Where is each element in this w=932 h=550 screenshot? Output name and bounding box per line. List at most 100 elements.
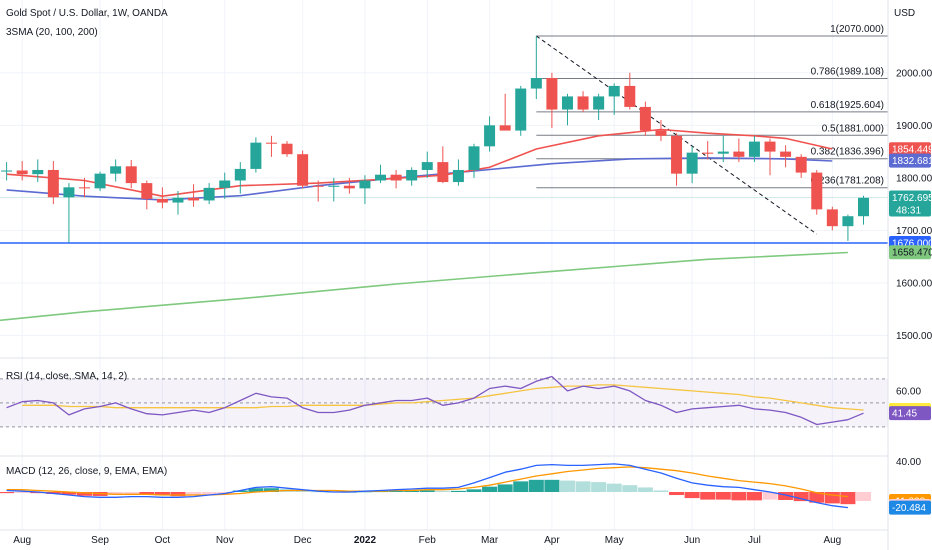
candle-body (406, 169, 418, 181)
candle-body (437, 162, 449, 183)
candle-body (47, 169, 59, 198)
candle-body (188, 197, 200, 201)
x-tick-label: Aug (13, 535, 31, 546)
y-tick-label: 60.00 (896, 386, 921, 397)
macd-histogram-bar (575, 481, 591, 492)
price-tag-label: 1676.000 (892, 239, 932, 250)
fib-level-label: 0.786(1989.108) (811, 66, 884, 77)
x-tick-label: Jun (684, 535, 700, 546)
x-tick-label: Oct (155, 535, 171, 546)
y-tick-label: 1500.000 (896, 331, 932, 342)
macd-histogram-bar (559, 480, 575, 492)
candle-body (639, 106, 651, 131)
candle-body (1, 170, 13, 172)
macd-histogram-bar (762, 492, 778, 500)
macd-histogram-bar (435, 490, 451, 492)
candle-body (748, 141, 760, 157)
candle-body (826, 209, 838, 227)
candle-body (297, 154, 309, 186)
price-tag-label: 1658.470 (892, 248, 932, 259)
chart-title: Gold Spot / U.S. Dollar, 1W, OANDA (6, 8, 168, 19)
macd-histogram-bar (108, 492, 124, 496)
candle-body (484, 125, 496, 147)
macd-histogram-bar (14, 492, 30, 493)
x-tick-label: May (605, 535, 624, 546)
candle-body (328, 185, 340, 187)
macd-histogram-bar (466, 489, 482, 492)
price-tag (889, 190, 931, 217)
macd-histogram-bar (856, 492, 871, 501)
candle-body (577, 96, 589, 110)
candle-body (561, 96, 573, 110)
macd-histogram-bar (793, 492, 809, 502)
macd-histogram-bar (715, 492, 731, 500)
macd-histogram-bar (653, 490, 669, 492)
fib-level-label: 0.5(1881.000) (822, 123, 884, 134)
macd-histogram-bar (170, 492, 186, 497)
currency-label: USD (894, 8, 915, 19)
rsi-pane[interactable]: 60.0044.0941.45 (0, 375, 931, 428)
price-pane[interactable]: 1500.000 1600.000 1700.000 1800.000 1900.000… (0, 0, 932, 530)
candle-body (515, 88, 527, 131)
y-tick-label: 1600.000 (896, 278, 932, 289)
candle-body (250, 142, 262, 169)
macd-histogram-bar (669, 492, 685, 496)
fib-level-label: 0.618(1925.604) (811, 100, 884, 111)
y-tick-label: 40.00 (896, 457, 921, 468)
macd-histogram-bar (482, 486, 498, 492)
candle-body (141, 183, 153, 199)
candle-body (156, 198, 168, 203)
candle-body (452, 169, 464, 183)
y-tick-label: 2000.000 (896, 68, 932, 79)
candle-body (219, 180, 231, 188)
sma100-line (6, 157, 833, 201)
price-tag (889, 500, 931, 515)
bar-countdown-label: 48:31 (896, 205, 921, 216)
candle-body (312, 185, 324, 187)
macd-histogram-bar (497, 484, 513, 492)
candle-body (530, 78, 542, 89)
candle-body (546, 78, 558, 110)
price-tag-label: 41.45 (892, 409, 917, 420)
candle-body (608, 85, 620, 97)
candle-body (671, 135, 683, 174)
macd-signal-line (6, 466, 848, 498)
candle-body (32, 169, 44, 175)
candle-body (764, 141, 776, 152)
macd-histogram-bar (123, 492, 139, 495)
macd-histogram-bar (139, 492, 155, 495)
indicator-legend-rsi: RSI (14, close, SMA, 14, 2) (6, 371, 127, 382)
x-tick-label: Feb (419, 535, 437, 546)
macd-histogram-bar (778, 492, 794, 500)
candle-body (858, 197, 869, 217)
candle-body (811, 172, 823, 210)
candle-body (624, 85, 636, 107)
candle-body (655, 130, 667, 136)
candle-body (421, 162, 433, 170)
macd-histogram-bar (404, 490, 420, 492)
candle-body (717, 151, 729, 154)
candle-body (265, 142, 277, 144)
macd-histogram-bar (824, 492, 840, 504)
candle-body (702, 152, 714, 154)
macd-histogram-bar (201, 492, 217, 495)
candle-body (63, 187, 75, 198)
candle-body (343, 185, 355, 189)
fib-level-label: 0.382(1836.396) (811, 147, 884, 158)
macd-histogram-bar (419, 490, 435, 492)
x-tick-label: Jul (748, 535, 761, 546)
candle-body (203, 187, 215, 201)
macd-histogram-bar (746, 492, 762, 501)
macd-pane[interactable]: 40.00-11.838-18.356-20.484 (0, 457, 931, 515)
x-tick-label: Sep (91, 535, 109, 546)
candle-body (390, 174, 402, 181)
macd-line (6, 463, 848, 509)
macd-histogram-bar (700, 492, 716, 500)
macd-histogram-bar (684, 492, 700, 499)
x-axis: Aug Sep Oct Nov Dec 2022 Feb Mar Apr May Jun Jul Aug (0, 529, 888, 546)
candle-body (110, 166, 122, 174)
macd-histogram-bar (637, 487, 653, 492)
x-tick-label: Nov (216, 535, 234, 546)
